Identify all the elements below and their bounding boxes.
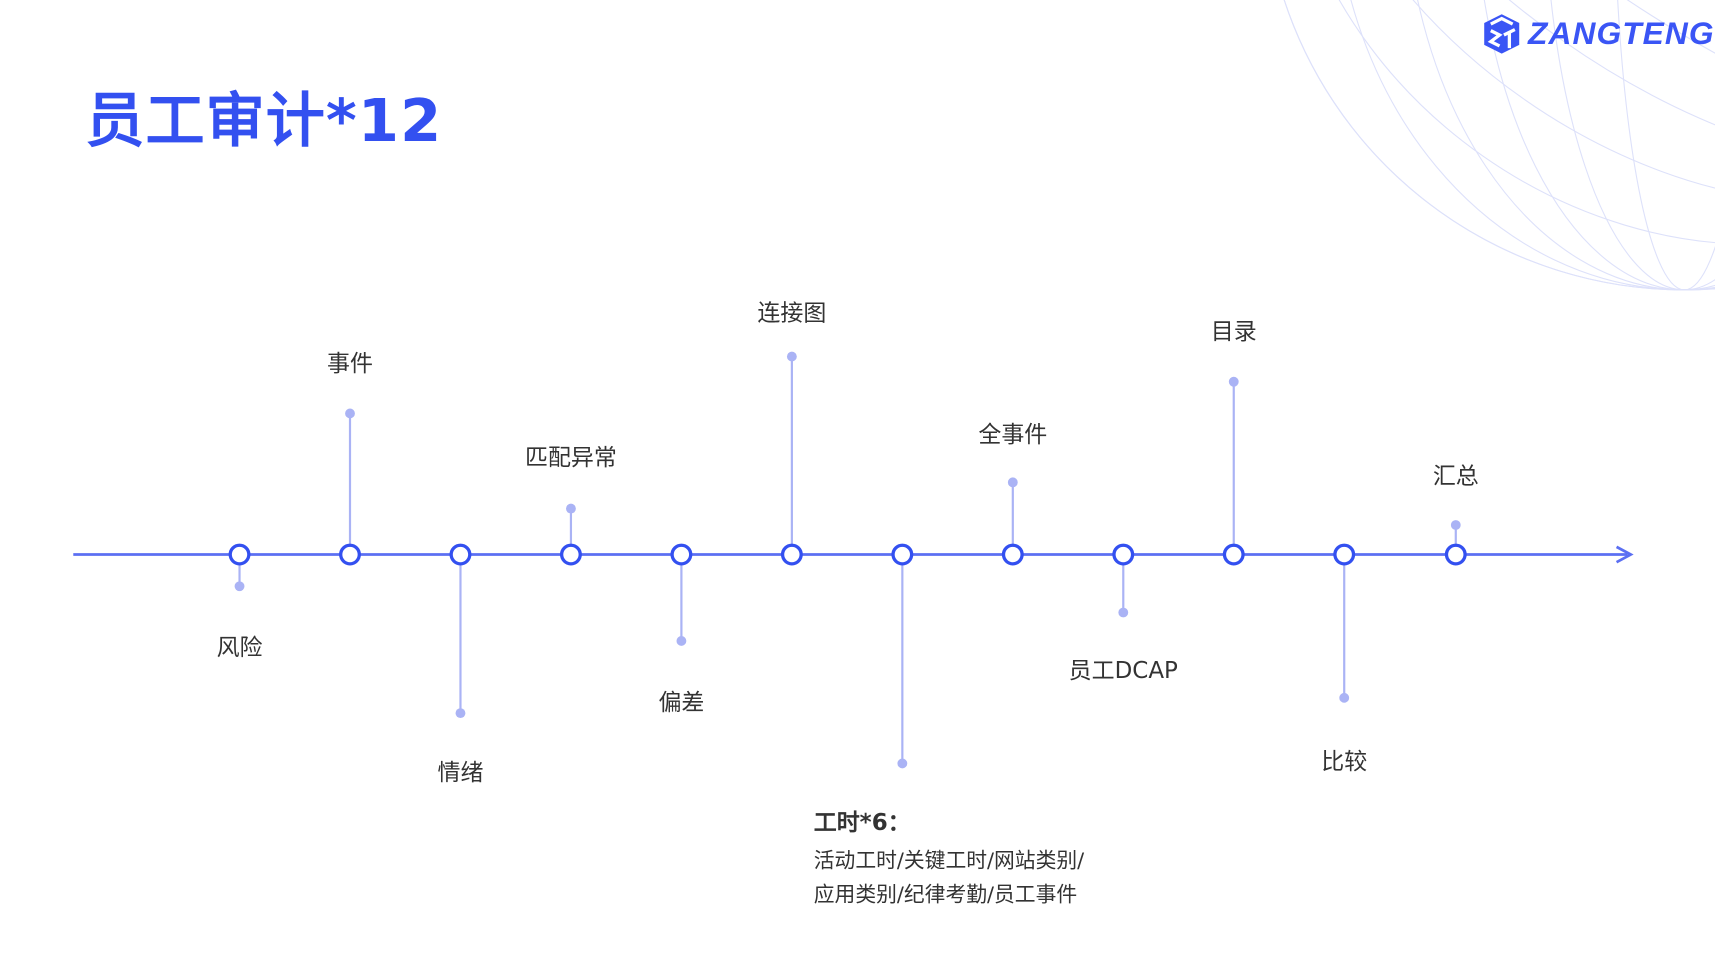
work-hours-note: 工时*6： 活动工时/关键工时/网站类别/ 应用类别/纪律考勤/员工事件 (814, 805, 1084, 912)
timeline-label: 比较 (1321, 748, 1368, 775)
timeline-label: 风险 (216, 634, 263, 661)
timeline-node[interactable] (449, 543, 472, 566)
timeline-label: 偏差 (658, 689, 705, 716)
stem-end-dot (345, 408, 355, 419)
page-title: 员工审计*12 (85, 86, 443, 156)
stem-end-dot (1339, 692, 1350, 703)
stem-end-dot (786, 351, 797, 362)
timeline-node[interactable] (228, 543, 251, 566)
stem-end-dot (1118, 607, 1129, 618)
stem-end-dot (897, 758, 908, 769)
stem-end-dot (566, 503, 576, 514)
timeline-node[interactable] (560, 543, 582, 566)
timeline-node[interactable] (891, 543, 914, 566)
timeline-node[interactable] (1222, 543, 1245, 566)
arrow-right-icon (1615, 545, 1634, 564)
stem-end-dot (676, 636, 687, 646)
timeline-label: 连接图 (757, 299, 827, 326)
timeline-node[interactable] (780, 543, 803, 566)
timeline-node[interactable] (1444, 543, 1467, 566)
stem-end-dot (455, 708, 466, 719)
stem-end-dot (1007, 477, 1018, 488)
timeline-label: 情绪 (437, 759, 484, 786)
timeline-node[interactable] (1333, 543, 1356, 566)
timeline-node[interactable] (339, 543, 361, 566)
timeline-node[interactable] (670, 543, 693, 566)
logo-text: ZANGTENG (1527, 15, 1715, 51)
timeline-node[interactable] (1001, 543, 1024, 566)
note-heading: 工时*6： (813, 809, 911, 836)
mesh-line (1318, 0, 1715, 167)
note-line: 应用类别/纪律考勤/员工事件 (813, 882, 1078, 907)
logo: ZANGTENG (1482, 13, 1715, 55)
stem-end-dot (1228, 376, 1239, 387)
timeline-label: 目录 (1210, 318, 1257, 345)
stem-end-dot (234, 581, 245, 592)
logo-cube-icon (1484, 14, 1520, 54)
stem-end-dot (1450, 520, 1461, 530)
timeline-label: 汇总 (1432, 462, 1479, 489)
timeline-label: 全事件 (978, 421, 1048, 448)
note-line: 活动工时/关键工时/网站类别/ (813, 848, 1085, 873)
timeline-label: 匹配异常 (525, 444, 617, 471)
mesh-line (1303, 0, 1715, 203)
timeline-label: 员工DCAP (1068, 657, 1178, 684)
timeline-node[interactable] (1112, 543, 1135, 566)
mesh-line (1284, 0, 1715, 245)
timeline-label: 事件 (327, 350, 373, 377)
mesh-line (1262, 0, 1715, 291)
